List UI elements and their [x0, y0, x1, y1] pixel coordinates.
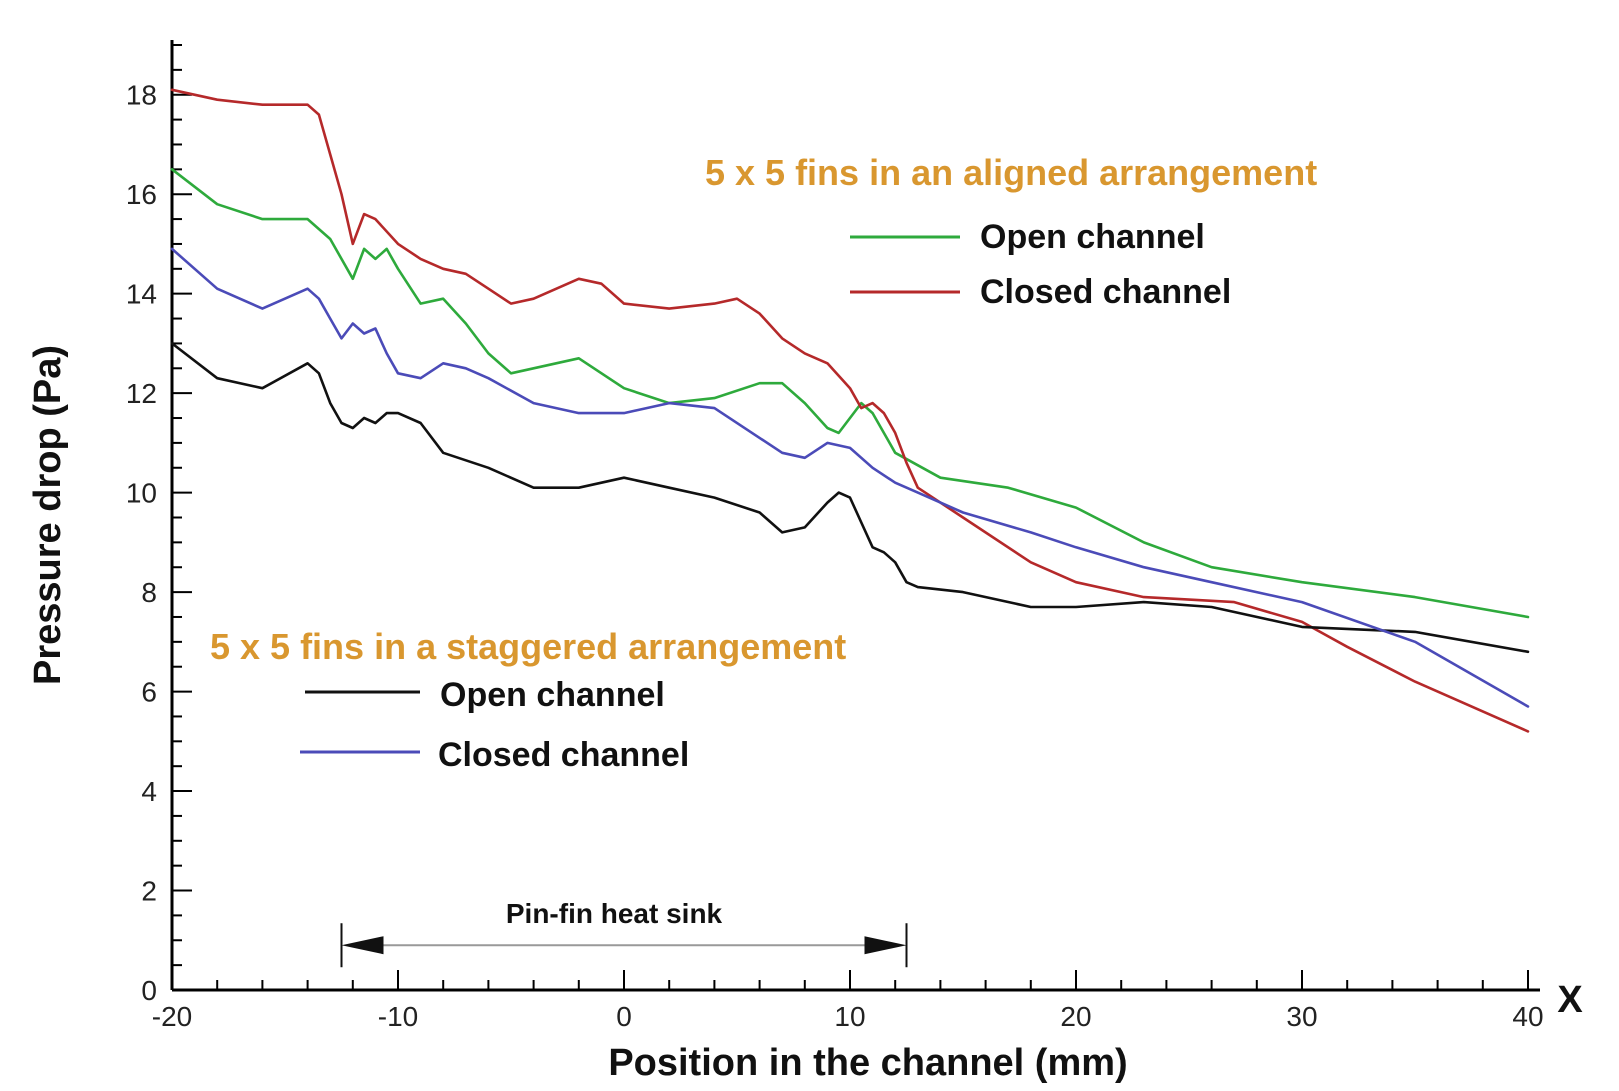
y-axis-title: Pressure drop (Pa) [27, 345, 69, 685]
series-line-aligned-open [170, 168, 1530, 619]
x-axis-title: Position in the channel (mm) [608, 1042, 1127, 1084]
x-tick-label: -10 [378, 1001, 418, 1032]
series-line-staggered-open [170, 342, 1530, 654]
y-tick-label: 18 [126, 80, 157, 111]
y-tick-label: 6 [141, 677, 157, 708]
y-tick-label: 0 [141, 975, 157, 1006]
series-line-staggered-closed [170, 247, 1530, 708]
y-tick-label: 16 [126, 179, 157, 210]
pin-fin-annotation: Pin-fin heat sink [340, 898, 908, 968]
y-tick-label: 8 [141, 577, 157, 608]
series-line-aligned-closed [170, 88, 1530, 733]
x-tick-label: 40 [1512, 1001, 1543, 1032]
plot-area: -20 -10 0 10 20 30 40 0 2 4 6 8 10 12 14 16 18 Pin-fin … [126, 40, 1544, 1032]
legend-aligned-closed-label: Closed channel [980, 273, 1231, 311]
y-tick-label: 14 [126, 279, 157, 310]
x-tick-label: 10 [834, 1001, 865, 1032]
x-axis-symbol: X [1557, 979, 1583, 1021]
legend-staggered-title: 5 x 5 fins in a staggered arrangement [210, 626, 846, 667]
legend-aligned-title: 5 x 5 fins in an aligned arrangement [705, 152, 1317, 193]
x-tick-label: 30 [1286, 1001, 1317, 1032]
y-tick-label: 4 [141, 776, 157, 807]
series-lines [170, 88, 1530, 733]
annotation-left-arrowhead [341, 936, 384, 955]
annotation-right-arrowhead [864, 936, 907, 955]
annotation-label: Pin-fin heat sink [506, 898, 723, 929]
legend-staggered-closed-label: Closed channel [438, 736, 689, 774]
legend-staggered: 5 x 5 fins in a staggered arrangement Op… [210, 626, 846, 774]
x-tick-label: 20 [1060, 1001, 1091, 1032]
y-axis-ticks: 0 2 4 6 8 10 12 14 16 18 [126, 44, 192, 1006]
legend-staggered-open-label: Open channel [440, 676, 665, 714]
x-axis-ticks: -20 -10 0 10 20 30 40 [152, 970, 1544, 1032]
y-tick-label: 10 [126, 478, 157, 509]
legend-aligned-open-label: Open channel [980, 218, 1205, 256]
y-tick-label: 2 [141, 876, 157, 907]
x-tick-label: 0 [616, 1001, 632, 1032]
y-tick-label: 12 [126, 378, 157, 409]
x-tick-label: -20 [152, 1001, 192, 1032]
legend-aligned: 5 x 5 fins in an aligned arrangement Ope… [705, 152, 1317, 311]
